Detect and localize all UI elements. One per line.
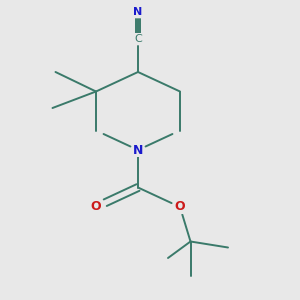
Text: O: O (175, 200, 185, 214)
Text: N: N (133, 143, 143, 157)
Text: N: N (134, 7, 142, 17)
Text: O: O (91, 200, 101, 214)
Text: C: C (134, 34, 142, 44)
